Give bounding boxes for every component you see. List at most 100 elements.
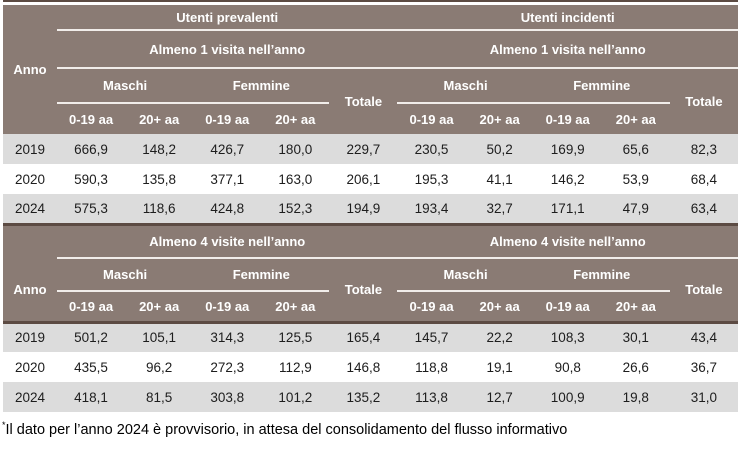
subheader-almeno-1-visita-incidenti: Almeno 1 visita nell’anno: [397, 30, 738, 69]
subheader-almeno-4-visite-prevalenti: Almeno 4 visite nell’anno: [57, 222, 398, 259]
value-cell: 31,0: [690, 389, 718, 405]
value-cell: 101,2: [278, 389, 313, 405]
value-cell: 135,2: [346, 389, 381, 405]
column-header-femmine: Femmine: [193, 68, 330, 104]
column-header-age-0-19: 0-19 aa: [57, 291, 126, 322]
column-header-age-0-19: 0-19 aa: [533, 291, 602, 322]
column-header-totale: Totale: [329, 258, 398, 322]
column-header-age-20-plus: 20+ aa: [261, 291, 330, 322]
value-cell: 272,3: [210, 359, 245, 375]
column-header-age-20-plus: 20+ aa: [465, 291, 534, 322]
table-body-visita-1: 2019 666,9 148,2 426,7 180,0 229,7 230,5…: [3, 134, 738, 224]
value-cell: 105,1: [125, 320, 194, 352]
column-header-femmine: Femmine: [533, 258, 670, 292]
value-cell: 41,1: [486, 171, 513, 187]
column-header-age-0-19: 0-19 aa: [193, 291, 262, 322]
value-cell: 43,4: [669, 320, 738, 352]
value-cell: 118,8: [415, 359, 448, 375]
column-header-age-0-19: 0-19 aa: [193, 103, 262, 134]
column-header-age-20-plus: 20+ aa: [125, 103, 194, 134]
value-cell: 100,9: [550, 389, 585, 405]
value-cell: 303,8: [210, 389, 245, 405]
value-cell: 152,3: [278, 200, 313, 216]
header-row-gender: Maschi Femmine Totale Maschi Femmine Tot…: [3, 68, 738, 134]
value-cell: 82,3: [690, 141, 718, 157]
footnote-marker: *: [2, 420, 6, 430]
value-cell: 501,2: [57, 320, 126, 352]
value-cell: 65,6: [622, 141, 649, 157]
table-row: 2020 435,5 96,2 272,3 112,9 146,8 118,8 …: [3, 352, 738, 382]
value-cell: 435,5: [74, 359, 108, 375]
table-row: 2024 418,1 81,5 303,8 101,2 135,2 113,8 …: [3, 382, 738, 412]
value-cell: 145,7: [397, 320, 466, 352]
year-cell: 2019: [3, 320, 57, 352]
column-header-totale: Totale: [669, 258, 738, 322]
value-cell: 169,9: [550, 141, 585, 157]
value-cell: 165,4: [329, 320, 398, 352]
value-cell: 418,1: [74, 389, 108, 405]
value-cell: 36,7: [690, 359, 718, 375]
table-row: 2019 666,9 148,2 426,7 180,0 229,7 230,5…: [3, 134, 738, 164]
value-cell: 81,5: [146, 389, 173, 405]
header-row-gender: Anno Maschi Femmine Totale Maschi Femmin…: [3, 258, 738, 322]
value-cell: 22,2: [465, 320, 534, 352]
column-header-maschi: Maschi: [57, 68, 194, 104]
value-cell: 12,7: [486, 389, 513, 405]
value-cell: 314,3: [193, 320, 262, 352]
column-header-age-20-plus: 20+ aa: [601, 291, 670, 322]
value-cell: 148,2: [142, 141, 177, 157]
footnote-text: Il dato per l’anno 2024 è provvisorio, i…: [5, 421, 568, 438]
value-cell: 135,8: [142, 171, 177, 187]
value-cell: 194,9: [346, 200, 381, 216]
year-cell: 2020: [14, 171, 46, 187]
value-cell: 30,1: [601, 320, 670, 352]
column-header-age-0-19: 0-19 aa: [57, 103, 126, 134]
column-header-maschi: Maschi: [397, 258, 534, 292]
value-cell: 146,2: [550, 171, 585, 187]
value-cell: 590,3: [74, 171, 108, 187]
value-cell: 575,3: [74, 200, 108, 216]
column-header-femmine: Femmine: [533, 68, 670, 104]
column-header-totale: Totale: [329, 68, 398, 134]
column-header-age-0-19: 0-19 aa: [397, 103, 466, 134]
value-cell: 19,8: [622, 389, 649, 405]
value-cell: 229,7: [346, 141, 381, 157]
value-cell: 193,4: [414, 200, 449, 216]
table-header-visita-1: Anno Utenti prevalenti Utenti incidenti …: [3, 5, 738, 134]
value-cell: 230,5: [414, 141, 449, 157]
value-cell: 163,0: [278, 171, 313, 187]
column-header-femmine: Femmine: [193, 258, 330, 292]
column-header-anno: Anno: [3, 258, 57, 322]
column-header-maschi: Maschi: [57, 258, 194, 292]
table-row: 2024 575,3 118,6 424,8 152,3 194,9 193,4…: [3, 194, 738, 224]
header-spacer-cell: [3, 222, 57, 258]
header-row-age: 0-19 aa 20+ aa 0-19 aa 20+ aa 0-19 aa 20…: [3, 103, 738, 134]
group-header-utenti-incidenti: Utenti incidenti: [397, 5, 738, 31]
value-cell: 19,1: [486, 359, 513, 375]
value-cell: 47,9: [622, 200, 649, 216]
column-header-anno: Anno: [3, 5, 57, 134]
column-header-age-20-plus: 20+ aa: [465, 103, 534, 134]
column-header-age-0-19: 0-19 aa: [533, 103, 602, 134]
value-cell: 53,9: [622, 171, 649, 187]
value-cell: 50,2: [486, 141, 513, 157]
year-cell: 2024: [14, 200, 46, 216]
value-cell: 146,8: [346, 359, 381, 375]
column-header-age-20-plus: 20+ aa: [125, 291, 194, 322]
column-header-maschi: Maschi: [397, 68, 534, 104]
value-cell: 666,9: [74, 141, 108, 157]
header-row-age: 0-19 aa 20+ aa 0-19 aa 20+ aa 0-19 aa 20…: [3, 291, 738, 322]
value-cell: 32,7: [486, 200, 513, 216]
table-top-rule: [3, 0, 738, 2]
subheader-almeno-1-visita-prevalenti: Almeno 1 visita nell’anno: [57, 30, 398, 69]
value-cell: 112,9: [278, 359, 312, 375]
value-cell: 125,5: [261, 320, 330, 352]
value-cell: 206,1: [346, 171, 381, 187]
value-cell: 26,6: [622, 359, 649, 375]
table-row: 2020 590,3 135,8 377,1 163,0 206,1 195,3…: [3, 164, 738, 194]
value-cell: 180,0: [278, 141, 313, 157]
value-cell: 118,6: [142, 200, 176, 216]
value-cell: 195,3: [414, 171, 449, 187]
group-header-utenti-prevalenti: Utenti prevalenti: [57, 5, 398, 31]
